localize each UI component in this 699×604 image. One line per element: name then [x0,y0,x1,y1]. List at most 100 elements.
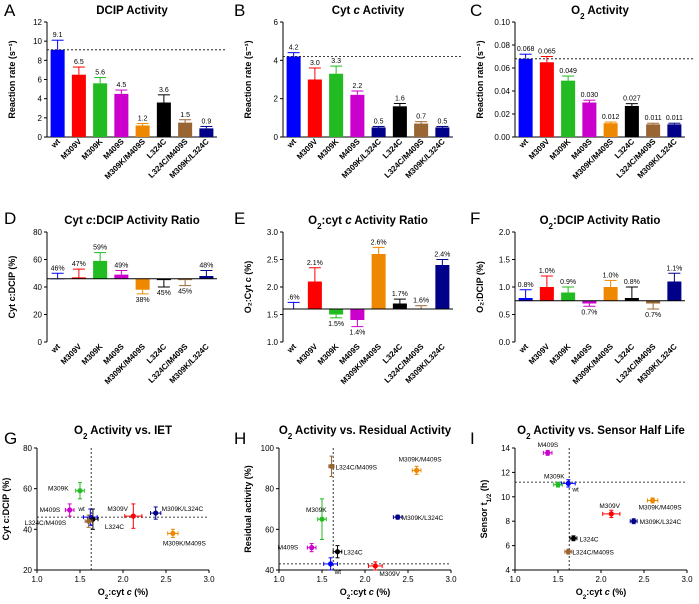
panel-h-x-label-part: 2 [347,594,351,601]
panel-d-title-part: c [86,215,93,227]
panel-d-letter: D [4,209,16,228]
panel-h-point-label: wt [334,569,342,576]
panel-c-title-part: 2 [580,12,585,21]
panel-a-y-label: Reaction rate (s⁻¹) [7,40,17,118]
panel-h-y-tick-label: 40 [265,566,274,575]
panel-g-x-label: O2:cyt c (%) [98,587,149,601]
panel-c-bar [624,105,639,137]
panel-g-title: O2 Activity vs. IET [74,425,172,441]
panel-a-bar [114,93,129,137]
panel-f-bar [582,300,597,304]
panel-a-title: DCIP Activity [96,5,168,17]
panel-e-bar [435,265,450,309]
panel-g-x-label-part: 2 [105,594,109,601]
panel-c-bar [561,80,576,137]
panel-e-title-part: O [308,215,317,227]
panel-i-y-tick-label: 6 [506,542,511,551]
panel-e-data-label: 2.1% [307,260,323,267]
panel-h-x-tick-label: 2.0 [359,575,371,584]
panel-i-point-label: L324C/M409S [572,550,614,557]
panel-g-x-label-part: c [127,587,132,597]
panel-b-data-label: 0.5 [374,118,384,125]
panel-c: C O2 Activity 0.00 0.02 0.04 0.06 0.08 0.10 Reac… [470,1,693,181]
panel-g-y-tick-label: 80 [23,444,32,453]
panel-c-category-label: M309K [548,137,573,162]
panel-e-bar [329,309,344,315]
panel-a-y-tick-label: 8 [38,56,43,65]
panel-h-point [328,561,334,567]
panel-e-y-tick-label: 1.0 [267,338,279,347]
panel-i-point [650,497,656,504]
panel-c-title-part: Activity [585,5,630,17]
panel-a-bar [50,49,65,137]
panel-i-x-label-part: 2 [583,594,587,601]
panel-e-category-label: wt [285,342,299,356]
panel-c-data-label: 0.065 [538,49,556,56]
panel-f-category-label: M309K [548,342,573,367]
panel-e-bar [350,309,365,320]
panel-f-bar [667,281,682,301]
panel-d-data-label: 59% [93,245,107,252]
panel-a-bar [93,83,108,137]
panel-e-data-label: .6% [288,294,300,301]
panel-c-data-label: 0.068 [517,46,535,53]
panel-c-data-label: 0.049 [559,68,577,75]
panel-i-y-tick-label: 4 [506,566,511,575]
panel-a-data-label: 9.1 [53,32,63,39]
panel-f-category-label: wt [517,342,531,356]
panel-b-data-label: 0.7 [416,114,426,121]
panel-a-category-label: M309K [80,137,105,162]
panel-b-bar [350,94,365,137]
panel-g-point-label: L324C/M409S [25,520,67,527]
panel-h-point-label: M309K/M409S [399,456,443,463]
panel-e-category-label: M309K [316,342,341,367]
panel-b: B Cyt c Activity 0 2 4 6 Reaction rate (s⁻¹) 4.… [234,1,461,180]
panel-b-y-tick-label: 6 [274,18,279,27]
panel-i-point-label: M309K [544,474,565,481]
panel-a-bar [71,74,86,137]
panel-i-point-label: M409S [538,442,559,449]
panel-h-x-label-part: O [340,587,347,597]
panel-h-title: O2 Activity vs. Residual Activity [279,425,452,441]
panel-h-point-label: M309K [306,507,327,514]
panel-b-data-label: 3.3 [331,58,341,65]
panel-e-data-label: 1.6% [413,298,429,305]
panel-f-title-part: O [540,215,549,227]
panel-i-title-part: O [517,425,526,437]
panel-g-title-part: 2 [83,432,88,441]
panel-c-bar [667,124,682,137]
panel-a-bar [156,102,171,137]
panel-f-data-label: 0.7% [645,312,661,319]
panel-i: I O2 Activity vs. Sensor Half Life4681012… [470,425,693,601]
panel-f-bar [561,292,576,301]
panel-f-title: O2:DCIP Activity Ratio [540,215,661,231]
panel-h-y-label: Residual activity (%) [243,465,253,553]
panel-d-data-label: 38% [136,297,150,304]
panel-c-letter: C [470,1,482,20]
panel-a-data-label: 0.9 [202,118,212,125]
panel-h-y-tick-label: 80 [265,485,274,494]
panel-f-data-label: 1.0% [603,272,619,279]
panel-a-bar [178,122,193,137]
panel-f-y-tick-label: 1.5 [499,256,511,265]
panel-b-title: Cyt c Activity [332,5,405,17]
panel-a-category-label: wt [49,137,63,151]
panel-d-y-tick-label: 20 [33,311,42,320]
panel-d-title: Cyt c:DCIP Activity Ratio [64,215,200,227]
panel-f-y-tick-label: 0.0 [499,338,511,347]
panel-f-title-part: :DCIP Activity Ratio [553,215,660,227]
panel-c-category-label: M309V [527,137,552,162]
panel-i-x-label-part: (%) [610,587,627,597]
panel-g-y-label: Cyt c:DCIP (%) [1,478,11,541]
panel-f-bar [603,287,618,301]
panel-b-bar [286,56,301,137]
panel-b-data-label: 1.6 [395,95,405,102]
panel-a-y-tick-label: 2 [38,114,43,123]
panel-g-point-label: M309K/L324C [162,506,204,513]
panel-h-point-label: M309V [379,571,400,578]
panel-i-title-part: Activity vs. Sensor Half Life [531,425,685,437]
panel-c-title-part: O [571,5,580,17]
panel-i-y-label-part: Sensor t [479,502,489,538]
panel-g-x-label-part: :cyt [108,587,127,597]
panel-g-x-tick-label: 3.0 [203,575,215,584]
